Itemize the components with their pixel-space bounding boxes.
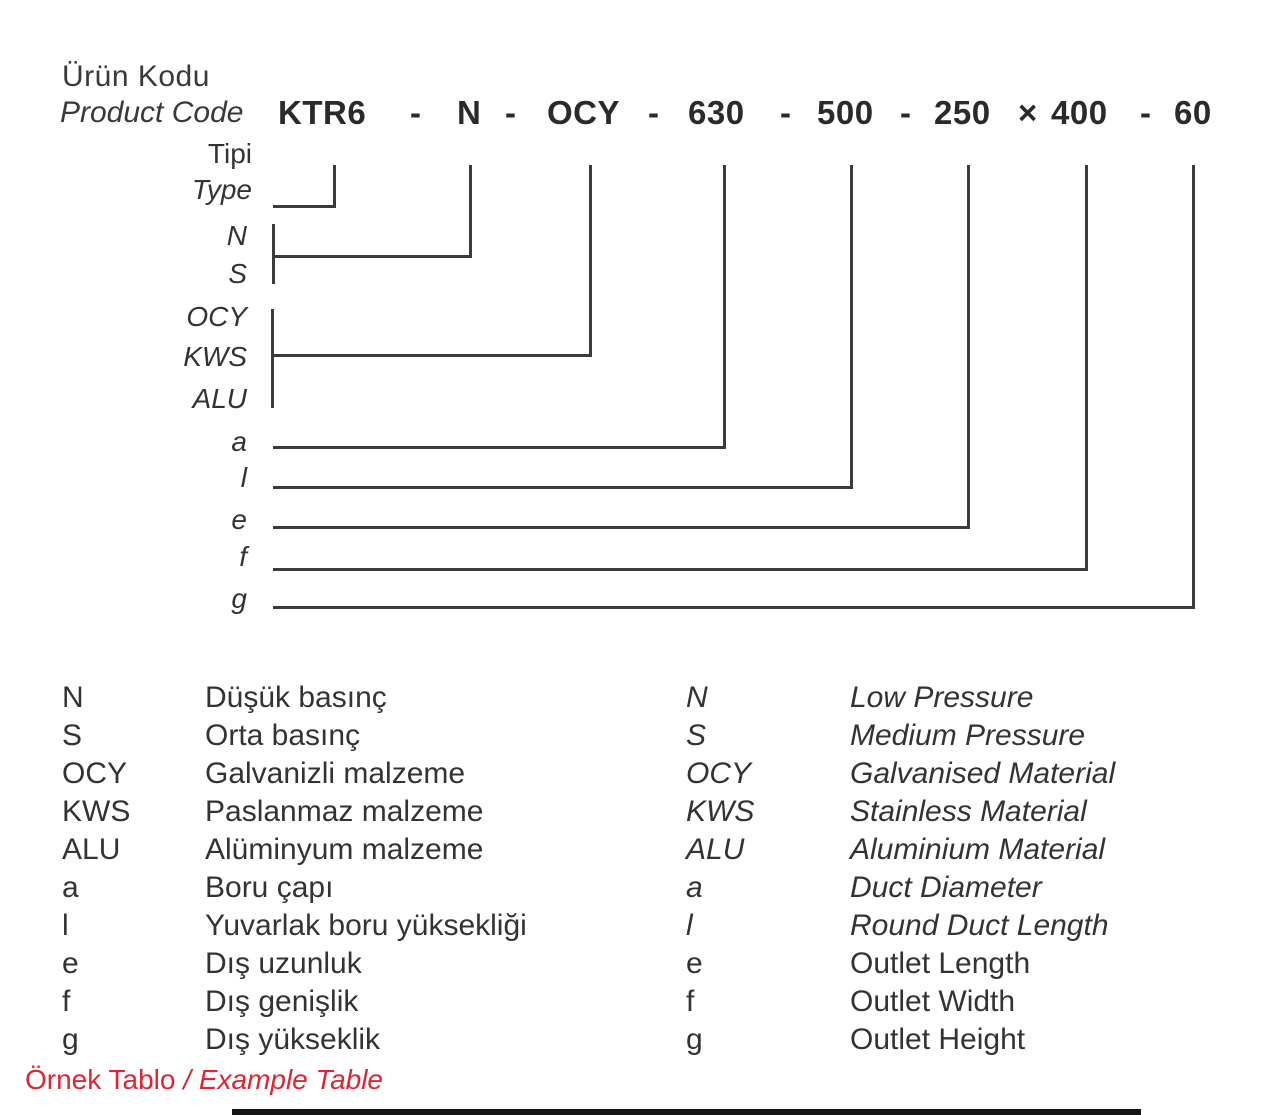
legend-en-desc-kws: Stainless Material <box>850 795 1087 828</box>
code-segment-ktr6: KTR6 <box>278 94 367 131</box>
tree-label-kws: KWS <box>183 341 247 372</box>
tree-label-f: f <box>239 541 247 572</box>
legend-tr-code-n: N <box>62 681 84 714</box>
legend-en-desc-n: Low Pressure <box>850 681 1034 714</box>
legend-tr-desc-e: Dış uzunluk <box>205 947 362 980</box>
code-segment-630: 630 <box>688 94 745 131</box>
code-segment-n: N <box>457 94 482 131</box>
tree-label-l: l <box>240 462 247 493</box>
page-title-english: Product Code <box>60 96 244 129</box>
connector-l-vertical <box>850 165 853 489</box>
page-title-turkish: Ürün Kodu <box>62 60 210 93</box>
example-table-top-edge <box>232 1109 1141 1115</box>
legend-en-code-l: l <box>686 909 693 942</box>
connector-material-vertical <box>589 165 592 357</box>
caption-turkish: Örnek Tablo <box>25 1064 176 1095</box>
legend-tr-desc-l: Yuvarlak boru yüksekliği <box>205 909 527 942</box>
legend-tr-code-l: l <box>62 909 69 942</box>
legend-tr-code-a: a <box>62 871 79 904</box>
tree-label-tipi: Tipi <box>207 138 252 169</box>
connector-type-vertical <box>333 165 336 208</box>
tree-label-n: N <box>226 220 247 251</box>
connector-g-vertical <box>1192 165 1195 609</box>
connector-material-horizontal <box>271 354 592 357</box>
legend-en-desc-a: Duct Diameter <box>850 871 1042 904</box>
connector-type-horizontal <box>273 205 336 208</box>
legend-tr-code-e: e <box>62 947 79 980</box>
code-dash: - <box>900 94 912 131</box>
legend-tr-desc-g: Dış yükseklik <box>205 1023 381 1056</box>
legend-en-desc-l: Round Duct Length <box>850 909 1109 942</box>
code-times-sign: × <box>1018 94 1038 131</box>
code-segment-500: 500 <box>817 94 874 131</box>
legend-tr-code-ocy: OCY <box>62 757 128 790</box>
legend-en-code-kws: KWS <box>686 795 755 828</box>
connector-e-vertical <box>967 165 970 529</box>
tree-label-e: e <box>231 504 247 535</box>
connector-a-horizontal <box>273 446 726 449</box>
caption-separator: / <box>183 1064 192 1095</box>
tree-label-g: g <box>231 583 247 614</box>
legend-en-desc-f: Outlet Width <box>850 985 1016 1018</box>
legend-tr-desc-f: Dış genişlik <box>205 985 359 1018</box>
legend-tr-desc-ocy: Galvanizli malzeme <box>205 757 466 790</box>
legend-en-code-e: e <box>686 947 703 980</box>
legend-tr-code-s: S <box>62 719 83 752</box>
legend-en-desc-s: Medium Pressure <box>850 719 1086 752</box>
legend-en-code-n: N <box>686 681 708 714</box>
legend-tr-code-g: g <box>62 1023 79 1056</box>
code-segment-60: 60 <box>1174 94 1212 131</box>
legend-tr-desc-kws: Paslanmaz malzeme <box>205 795 484 828</box>
tree-label-ocy: OCY <box>186 301 247 332</box>
tree-label-type: Type <box>191 174 252 205</box>
code-segment-400: 400 <box>1051 94 1108 131</box>
legend-tr-code-f: f <box>62 985 71 1018</box>
connector-ns-vertical <box>469 165 472 258</box>
connector-g-horizontal <box>273 606 1195 609</box>
code-dash: - <box>780 94 792 131</box>
legend-en-code-f: f <box>686 985 695 1018</box>
connector-l-horizontal <box>273 486 853 489</box>
connector-ns-bracket <box>272 224 275 284</box>
legend-tr-desc-alu: Alüminyum malzeme <box>205 833 484 866</box>
legend-tr-desc-n: Düşük basınç <box>205 681 387 714</box>
connector-a-vertical <box>723 165 726 449</box>
legend-tr-desc-s: Orta basınç <box>205 719 361 752</box>
legend-en-code-a: a <box>686 871 703 904</box>
legend-tr-code-alu: ALU <box>62 833 121 866</box>
legend-en-desc-g: Outlet Height <box>850 1023 1026 1056</box>
legend-en-code-s: S <box>686 719 707 752</box>
code-dash: - <box>648 94 660 131</box>
legend-tr-code-kws: KWS <box>62 795 131 828</box>
code-dash: - <box>505 94 517 131</box>
legend-en-code-g: g <box>686 1023 703 1056</box>
code-segment-ocy: OCY <box>547 94 621 131</box>
legend-tr-desc-a: Boru çapı <box>205 871 334 904</box>
connector-e-horizontal <box>273 526 970 529</box>
code-dash: - <box>410 94 422 131</box>
connector-f-vertical <box>1085 165 1088 571</box>
tree-label-a: a <box>231 426 247 457</box>
legend-en-code-ocy: OCY <box>686 757 752 790</box>
tree-label-alu: ALU <box>192 383 247 414</box>
legend-en-code-alu: ALU <box>686 833 745 866</box>
connector-material-bracket <box>271 309 274 408</box>
code-segment-250: 250 <box>934 94 991 131</box>
legend-en-desc-alu: Aluminium Material <box>850 833 1106 866</box>
connector-f-horizontal <box>273 568 1088 571</box>
legend-en-desc-e: Outlet Length <box>850 947 1031 980</box>
connector-ns-horizontal <box>272 255 472 258</box>
tree-label-s: S <box>228 258 247 289</box>
example-table-caption: Örnek Tablo / Example Table <box>25 1064 383 1096</box>
legend-en-desc-ocy: Galvanised Material <box>850 757 1116 790</box>
code-dash: - <box>1140 94 1152 131</box>
caption-english: Example Table <box>198 1064 383 1095</box>
